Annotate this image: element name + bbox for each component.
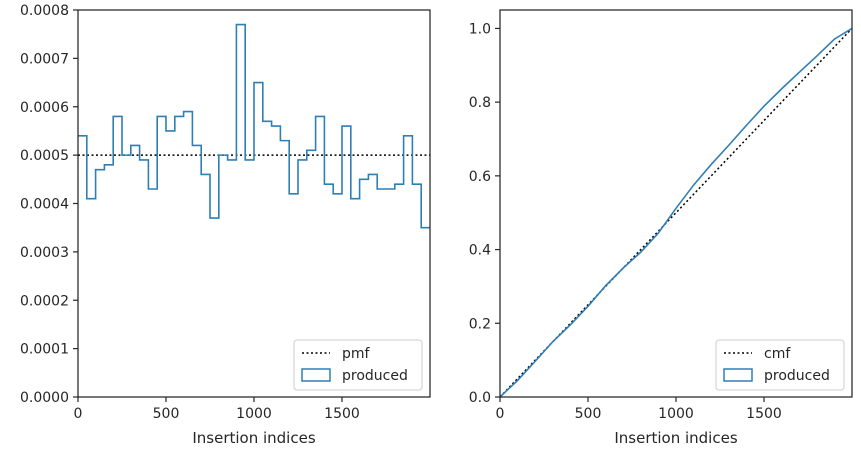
cmf-legend: cmf produced [715, 339, 845, 391]
cmf-chart: 0 500 1000 1500 0.0 0.2 0.4 0.6 0.8 1.0 Insertion… [469, 9, 853, 447]
pmf-plot-frame [77, 9, 431, 398]
cmf-plot-frame [499, 9, 853, 398]
pmf-x-tick-label: 1500 [324, 406, 360, 422]
pmf-x-axis-label: Insertion indices [192, 429, 315, 447]
legend-cmf-label: cmf [764, 346, 791, 362]
pmf-y-tick-label: 0.0003 [20, 245, 69, 261]
pmf-y-tick-label: 0.0008 [20, 3, 69, 19]
pmf-x-tick-label: 0 [74, 406, 83, 422]
cmf-series-cmf-line [499, 27, 853, 398]
pmf-y-tick-label: 0.0006 [20, 100, 69, 116]
pmf-x-tick-label: 1000 [236, 406, 272, 422]
legend-produced-label: produced [764, 368, 830, 384]
cmf-x-tick-label: 0 [496, 406, 505, 422]
cmf-series-produced-line [499, 27, 853, 398]
cmf-y-tick-label: 0.6 [469, 169, 491, 185]
pmf-series-produced-line [78, 23, 430, 229]
pmf-y-tick-label: 0.0001 [20, 342, 69, 358]
pmf-y-tick-label: 0.0007 [20, 51, 69, 67]
cmf-x-tick-label: 500 [575, 406, 602, 422]
cmf-y-tick-label: 0.2 [469, 316, 491, 332]
legend-produced-label: produced [342, 368, 408, 384]
cmf-y-tick-label: 0.0 [469, 390, 491, 406]
pmf-y-tick-label: 0.0004 [20, 197, 69, 213]
pmf-y-tick-label: 0.0005 [20, 148, 69, 164]
legend-produced-swatch [301, 368, 331, 382]
cmf-x-tick-label: 1500 [746, 406, 782, 422]
cmf-y-tick-label: 0.4 [469, 243, 491, 259]
cmf-y-tick-label: 1.0 [469, 21, 491, 37]
legend-pmf-label: pmf [342, 346, 371, 362]
cmf-y-tick-label: 0.8 [469, 95, 491, 111]
pmf-y-tick-label: 0.0002 [20, 293, 69, 309]
pmf-chart: 0 500 1000 1500 0.0000 0.0001 0.0002 0.0003 0.00… [20, 3, 431, 447]
pmf-x-tick-label: 500 [153, 406, 180, 422]
pmf-y-tick-label: 0.0000 [20, 390, 69, 406]
cmf-x-tick-label: 1000 [658, 406, 694, 422]
pmf-legend: pmf produced [293, 339, 423, 391]
cmf-x-axis-label: Insertion indices [614, 429, 737, 447]
legend-produced-swatch [723, 368, 753, 382]
